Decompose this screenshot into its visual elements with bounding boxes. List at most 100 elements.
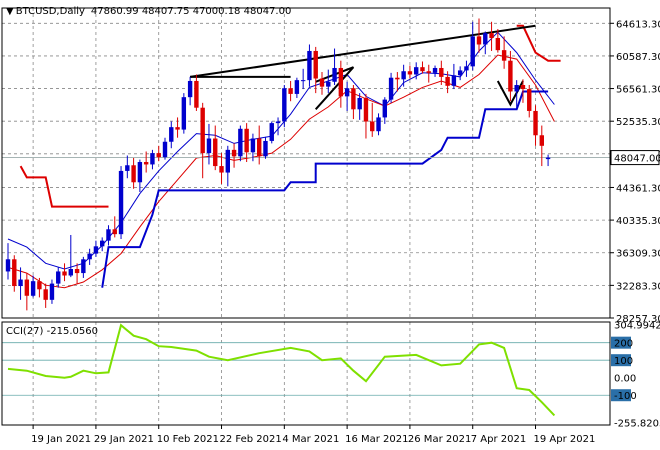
candle-body [313, 50, 318, 79]
candle-body [376, 117, 381, 132]
candle [131, 157, 136, 189]
candle [439, 60, 444, 86]
candle [470, 21, 475, 71]
indicator-resistance-step [19, 165, 109, 208]
candle [414, 62, 419, 80]
candle [257, 125, 262, 165]
time-tick-label: 19 Jan 2021 [31, 434, 91, 445]
candle [313, 46, 318, 94]
price-tick-label: 40335.30 [616, 216, 660, 227]
candle [514, 80, 519, 110]
candle [533, 105, 538, 146]
candle-body [326, 81, 331, 87]
cci-title: CCI(27) -215.0560 [6, 326, 98, 337]
candle-body [43, 289, 48, 300]
candle-body [395, 77, 400, 80]
candle [457, 66, 463, 81]
cci-tick-label: 304.9942 [614, 320, 660, 331]
candle-body [357, 97, 362, 110]
candle [539, 125, 544, 167]
candle [225, 145, 230, 187]
candle-body [244, 128, 249, 153]
candle [143, 151, 149, 173]
header-triangle-icon: ▼ [6, 6, 14, 17]
candle-body [49, 283, 55, 300]
candle-body [420, 67, 425, 72]
cci-line [7, 323, 556, 417]
candle [351, 85, 356, 120]
candle [244, 123, 249, 163]
candle [370, 102, 375, 137]
candle-body [414, 67, 419, 75]
candle-body [470, 36, 475, 67]
candle-body [514, 85, 519, 92]
candle [432, 65, 438, 77]
candle-body [118, 170, 124, 235]
candle-body [426, 71, 431, 73]
cci-level-badge [611, 354, 631, 367]
candle-body [206, 138, 212, 154]
time-tick-label: 16 Mar 2021 [345, 434, 408, 445]
candle [125, 155, 130, 179]
candle [231, 143, 237, 168]
candle [420, 61, 425, 74]
candle [395, 72, 400, 92]
cci-panel-frame [1, 321, 611, 426]
candle [307, 44, 312, 87]
candle-body [18, 279, 23, 287]
candle-body [106, 229, 111, 241]
candle-body [388, 77, 394, 100]
candle [118, 166, 124, 240]
candle-body [187, 80, 193, 98]
candle-body [219, 166, 224, 173]
candle-body [319, 78, 325, 87]
indicator-support-step [101, 90, 549, 288]
candle-body [213, 138, 218, 167]
time-tick-label: 7 Apr 2021 [471, 434, 526, 445]
candle-body [275, 121, 281, 124]
candle [388, 72, 394, 103]
candle [206, 123, 212, 165]
candle [68, 234, 73, 278]
cci-level-badge [611, 336, 631, 349]
price-panel-frame [1, 7, 611, 319]
candle [238, 125, 243, 162]
candle-body [451, 75, 457, 86]
indicator-trendline-upper [189, 24, 536, 78]
candle [169, 121, 174, 149]
candle-body [250, 138, 256, 153]
candle [156, 145, 161, 162]
candle [464, 60, 469, 77]
candle [275, 117, 281, 136]
candle [319, 72, 325, 95]
candle [288, 80, 293, 102]
candle [200, 102, 205, 179]
candle [376, 113, 381, 136]
candle-body [24, 279, 30, 296]
price-tick-label: 44361.30 [616, 183, 660, 194]
candle-body [495, 37, 501, 51]
candle [250, 133, 256, 162]
candle [338, 60, 344, 108]
candle-body [131, 165, 136, 183]
candle [162, 137, 168, 160]
cci-tick-label: -255.8203 [614, 419, 660, 430]
time-tick-label: 19 Apr 2021 [534, 434, 596, 445]
candle [194, 74, 199, 111]
candle-body [307, 50, 312, 81]
candle [37, 277, 42, 298]
time-tick-label: 4 Mar 2021 [282, 434, 339, 445]
candle-body [300, 80, 306, 82]
price-tick-label: 28257.30 [616, 314, 660, 325]
candle [5, 243, 11, 280]
candle [87, 248, 92, 265]
cci-level-badge [611, 389, 631, 402]
candle-body [225, 149, 230, 173]
candle-body [382, 99, 387, 118]
candle-body [175, 127, 180, 130]
candle [150, 149, 155, 170]
candle-body [156, 153, 161, 158]
candle [187, 76, 193, 106]
